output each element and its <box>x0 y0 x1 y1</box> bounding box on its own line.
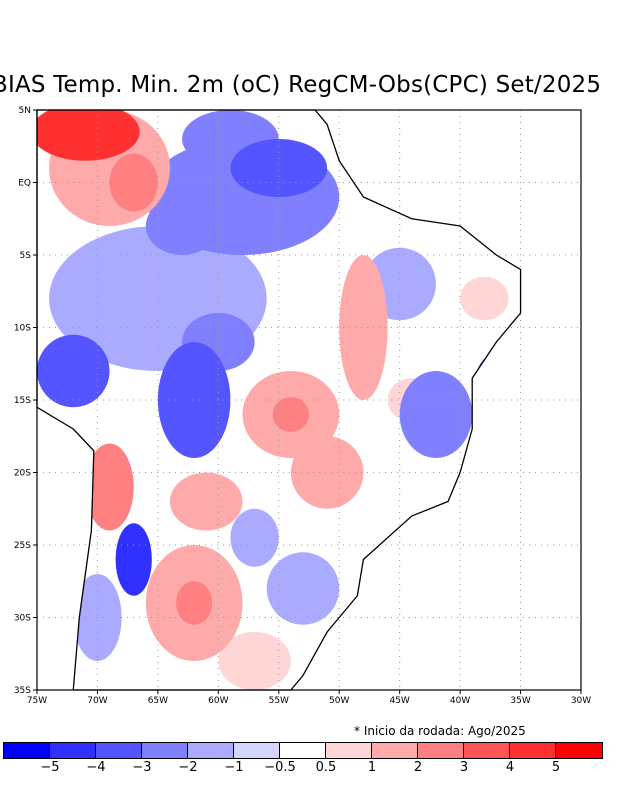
bias-region <box>218 632 291 690</box>
bias-region <box>85 443 134 531</box>
bias-field <box>37 110 521 690</box>
colorbar-swatch <box>372 743 418 758</box>
y-tick-label: 25S <box>14 541 31 551</box>
x-tick-label: 75W <box>27 696 47 706</box>
colorbar-swatch <box>50 743 96 758</box>
bias-region <box>290 436 364 509</box>
colorbar-swatch <box>142 743 188 758</box>
x-tick-label: 30W <box>571 696 591 706</box>
bias-region <box>115 523 152 596</box>
bias-region <box>339 255 388 400</box>
y-tick-label: 10S <box>14 324 31 334</box>
x-tick-label: 70W <box>87 696 107 706</box>
bias-region <box>145 197 219 255</box>
colorbar-swatch <box>188 743 234 758</box>
y-tick-label: 5N <box>19 106 31 116</box>
bias-region <box>176 581 213 625</box>
y-tick-label: 30S <box>14 614 31 624</box>
colorbar-label: 3 <box>459 760 469 775</box>
bias-region <box>272 397 309 432</box>
bias-region <box>230 139 328 197</box>
y-tick-label: 5S <box>20 251 32 261</box>
colorbar-label: 1 <box>367 760 377 775</box>
colorbar-swatch <box>556 743 602 758</box>
bias-region <box>37 110 140 161</box>
y-tick-label: 35S <box>14 686 31 696</box>
colorbar-swatch <box>4 743 50 758</box>
colorbar-label: −5 <box>40 760 60 775</box>
colorbar-swatch <box>418 743 464 758</box>
colorbar-label: −3 <box>132 760 152 775</box>
y-tick-label: EQ <box>18 179 31 189</box>
run-start-note: * Inicio da rodada: Ago/2025 <box>354 724 526 738</box>
x-tick-label: 40W <box>450 696 470 706</box>
x-tick-label: 50W <box>329 696 349 706</box>
map-title: BIAS Temp. Min. 2m (oC) RegCM-Obs(CPC) S… <box>0 72 602 98</box>
x-tick-label: 35W <box>510 696 530 706</box>
x-tick-label: 65W <box>148 696 168 706</box>
colorbar-label: 4 <box>505 760 515 775</box>
colorbar-swatch <box>326 743 372 758</box>
colorbar-swatch <box>280 743 326 758</box>
bias-region <box>460 276 509 321</box>
colorbar-label: −1 <box>224 760 244 775</box>
colorbar-swatch <box>464 743 510 758</box>
colorbar-label: 2 <box>413 760 423 775</box>
bias-region <box>230 508 279 567</box>
colorbar-swatch <box>234 743 280 758</box>
bias-region <box>37 334 110 408</box>
colorbar <box>3 742 603 759</box>
colorbar-label: −4 <box>86 760 106 775</box>
y-tick-label: 15S <box>14 396 31 406</box>
coastline <box>36 109 522 691</box>
colorbar-label: 5 <box>551 760 561 775</box>
x-tick-label: 60W <box>208 696 228 706</box>
bias-region <box>157 342 231 458</box>
colorbar-label: −0.5 <box>264 760 296 775</box>
colorbar-label: −2 <box>178 760 198 775</box>
bias-map: 75W 70W 65W 60W 55W 50W 45W 40W 35W 30W 5N EQ 5S 10S 1… <box>14 106 591 706</box>
colorbar-swatch <box>510 743 556 758</box>
y-tick-label: 20S <box>14 469 31 479</box>
x-tick-label: 45W <box>389 696 409 706</box>
x-tick-label: 55W <box>269 696 289 706</box>
bias-region <box>169 472 243 531</box>
colorbar-label: 0.5 <box>315 760 337 775</box>
bias-region <box>266 552 340 625</box>
bias-region <box>399 371 473 458</box>
colorbar-swatch <box>96 743 142 758</box>
